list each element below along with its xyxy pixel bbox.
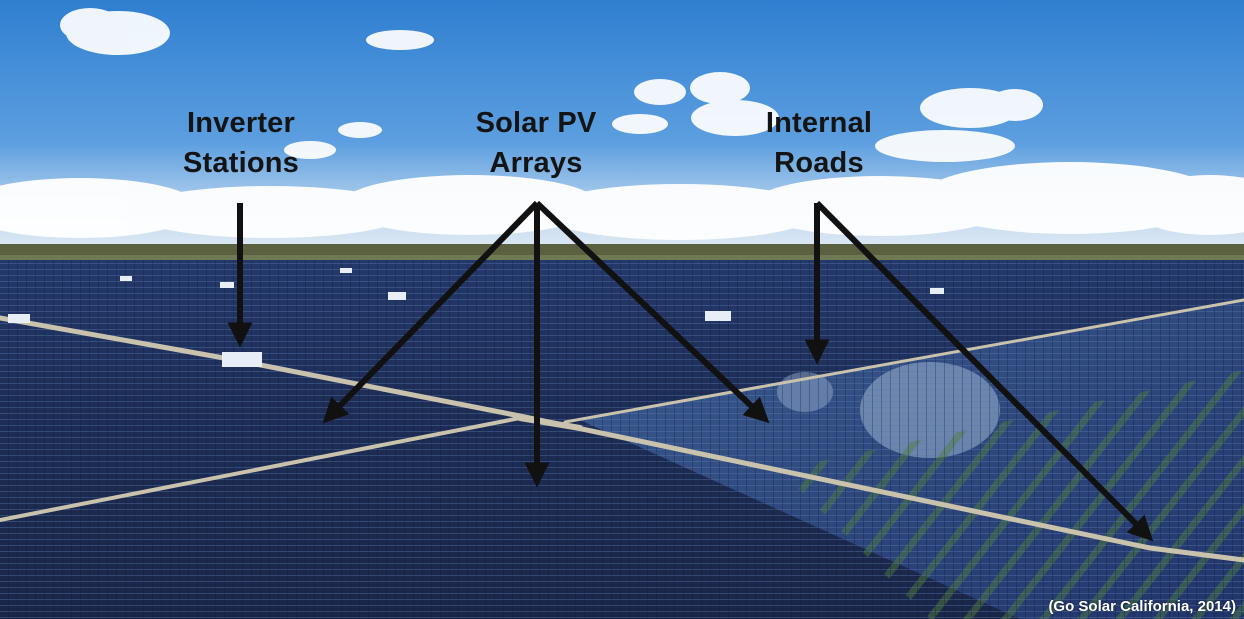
label-inverter-line2: Stations [183,147,299,179]
label-solar-line2: Arrays [489,147,583,179]
label-internal-roads: Internal Roads [748,103,890,183]
label-roads-line1: Internal [765,107,873,139]
label-inverter-stations: Inverter Stations [170,103,312,183]
label-solar-pv-arrays: Solar PV Arrays [458,103,614,183]
label-solar-line1: Solar PV [475,107,597,139]
label-inverter-line1: Inverter [187,107,295,139]
label-roads-line2: Roads [774,147,864,179]
photo-credit: (Go Solar California, 2014) [1048,598,1236,615]
